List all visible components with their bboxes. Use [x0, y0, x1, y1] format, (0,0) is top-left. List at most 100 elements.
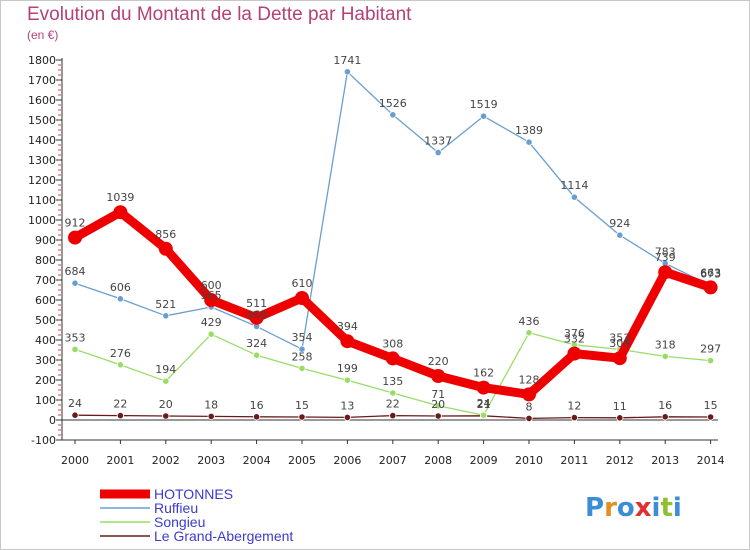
x-tick-label: 2011 — [560, 454, 588, 467]
data-point-ruffieu — [434, 149, 442, 157]
data-point-le-grand-abergement — [207, 412, 215, 420]
logo-letter: i — [652, 493, 661, 523]
y-tick-label: 0 — [49, 414, 56, 427]
data-label-hotonnes: 912 — [65, 217, 86, 230]
data-point-le-grand-abergement — [706, 413, 715, 421]
data-point-le-grand-abergement — [116, 411, 125, 420]
data-point-hotonnes — [431, 369, 446, 383]
y-tick-label: 600 — [35, 294, 56, 307]
proxiti-logo: Proxiti — [585, 493, 682, 523]
data-label-songieu: 258 — [292, 350, 313, 363]
y-tick-label: 900 — [35, 234, 56, 247]
x-tick-label: 2014 — [697, 454, 725, 467]
data-point-le-grand-abergement — [570, 413, 579, 422]
data-point-ruffieu — [298, 345, 306, 353]
y-tick-label: 300 — [35, 354, 56, 367]
data-label-songieu: 324 — [246, 337, 267, 350]
data-point-hotonnes — [385, 351, 400, 366]
data-point-le-grand-abergement — [661, 413, 669, 421]
data-label-ruffieu: 1337 — [424, 135, 452, 148]
data-label-le-grand-abergement: 22 — [113, 398, 127, 411]
data-point-ruffieu — [162, 312, 170, 320]
data-point-ruffieu — [570, 193, 579, 201]
data-point-songieu — [116, 361, 125, 369]
data-label-hotonnes: 394 — [337, 320, 358, 333]
data-point-hotonnes — [703, 280, 718, 295]
data-label-le-grand-abergement: 13 — [340, 399, 354, 412]
data-label-hotonnes: 739 — [655, 251, 676, 264]
logo-letter: i — [673, 493, 682, 523]
data-label-le-grand-abergement: 20 — [431, 398, 445, 411]
data-label-ruffieu: 565 — [201, 289, 222, 302]
data-label-hotonnes: 220 — [428, 355, 449, 368]
data-point-hotonnes — [158, 241, 173, 256]
y-tick-label: 400 — [35, 334, 56, 347]
data-label-songieu: 353 — [609, 331, 630, 344]
data-point-ruffieu — [389, 111, 397, 119]
y-tick-label: 1800 — [28, 54, 56, 67]
data-label-hotonnes: 856 — [155, 228, 176, 241]
data-label-ruffieu: 1519 — [470, 98, 498, 111]
data-point-hotonnes — [476, 380, 491, 395]
data-label-songieu: 24 — [477, 397, 491, 410]
data-point-songieu — [343, 376, 351, 384]
data-point-songieu — [479, 411, 488, 419]
data-point-le-grand-abergement — [253, 413, 261, 421]
data-label-ruffieu: 521 — [155, 298, 176, 311]
data-label-le-grand-abergement: 20 — [159, 398, 173, 411]
data-point-songieu — [706, 356, 715, 365]
y-tick-label: 1100 — [28, 194, 56, 207]
data-label-ruffieu: 1741 — [333, 54, 361, 67]
data-label-hotonnes: 309 — [609, 337, 630, 350]
data-label-hotonnes: 162 — [473, 367, 494, 380]
x-tick-label: 2002 — [152, 454, 180, 467]
x-tick-label: 2004 — [243, 454, 271, 467]
x-tick-label: 2012 — [606, 454, 634, 467]
y-tick-label: 100 — [35, 394, 56, 407]
data-point-songieu — [298, 364, 306, 372]
data-point-songieu — [253, 351, 261, 359]
legend-label-songieu: Songieu — [154, 514, 205, 530]
data-point-hotonnes — [340, 334, 355, 349]
data-label-hotonnes: 610 — [292, 277, 313, 290]
x-tick-label: 2006 — [333, 454, 361, 467]
data-label-le-grand-abergement: 8 — [526, 400, 533, 413]
data-label-ruffieu: 673 — [700, 267, 721, 280]
data-point-songieu — [207, 330, 215, 338]
x-tick-label: 2001 — [106, 454, 134, 467]
data-label-hotonnes: 663 — [700, 266, 721, 279]
series-layer — [68, 68, 718, 422]
x-tick-label: 2008 — [424, 454, 452, 467]
logo-letter: t — [660, 493, 672, 523]
data-point-le-grand-abergement — [162, 412, 170, 420]
data-point-ruffieu — [479, 112, 488, 120]
logo-letter: o — [617, 493, 635, 523]
logo-letter: r — [604, 493, 617, 523]
data-label-ruffieu: 354 — [292, 331, 313, 344]
data-point-hotonnes — [295, 291, 309, 305]
x-tick-label: 2005 — [288, 454, 316, 467]
axes: -100 0 100 200 300 400 500 600 700 800 900 1000 1100… — [28, 54, 725, 467]
y-tick-label: 1000 — [28, 214, 56, 227]
data-label-songieu: 194 — [155, 363, 176, 376]
data-label-ruffieu: 1389 — [515, 124, 543, 137]
data-label-songieu: 297 — [700, 343, 721, 356]
data-label-le-grand-abergement: 11 — [613, 400, 627, 413]
x-tick-label: 2009 — [470, 454, 498, 467]
x-tick-label: 2013 — [651, 454, 679, 467]
data-label-le-grand-abergement: 16 — [658, 399, 672, 412]
data-point-hotonnes — [612, 351, 627, 366]
data-point-songieu — [525, 329, 533, 337]
data-labels: 24 22 20 18 16 15 13 22 20 21 8 12 11 16 15 353 276 194 42… — [65, 54, 722, 414]
y-tick-label: 1500 — [28, 114, 56, 127]
data-label-ruffieu: 1526 — [379, 97, 407, 110]
data-label-hotonnes: 600 — [201, 279, 222, 292]
data-label-le-grand-abergement: 24 — [68, 397, 82, 410]
data-label-le-grand-abergement: 21 — [477, 398, 491, 411]
data-label-ruffieu: 1114 — [560, 179, 588, 192]
chart-title: Evolution du Montant de la Dette par Hab… — [27, 4, 412, 25]
y-tick-label: 1700 — [28, 74, 56, 87]
y-tick-label: 500 — [35, 314, 56, 327]
